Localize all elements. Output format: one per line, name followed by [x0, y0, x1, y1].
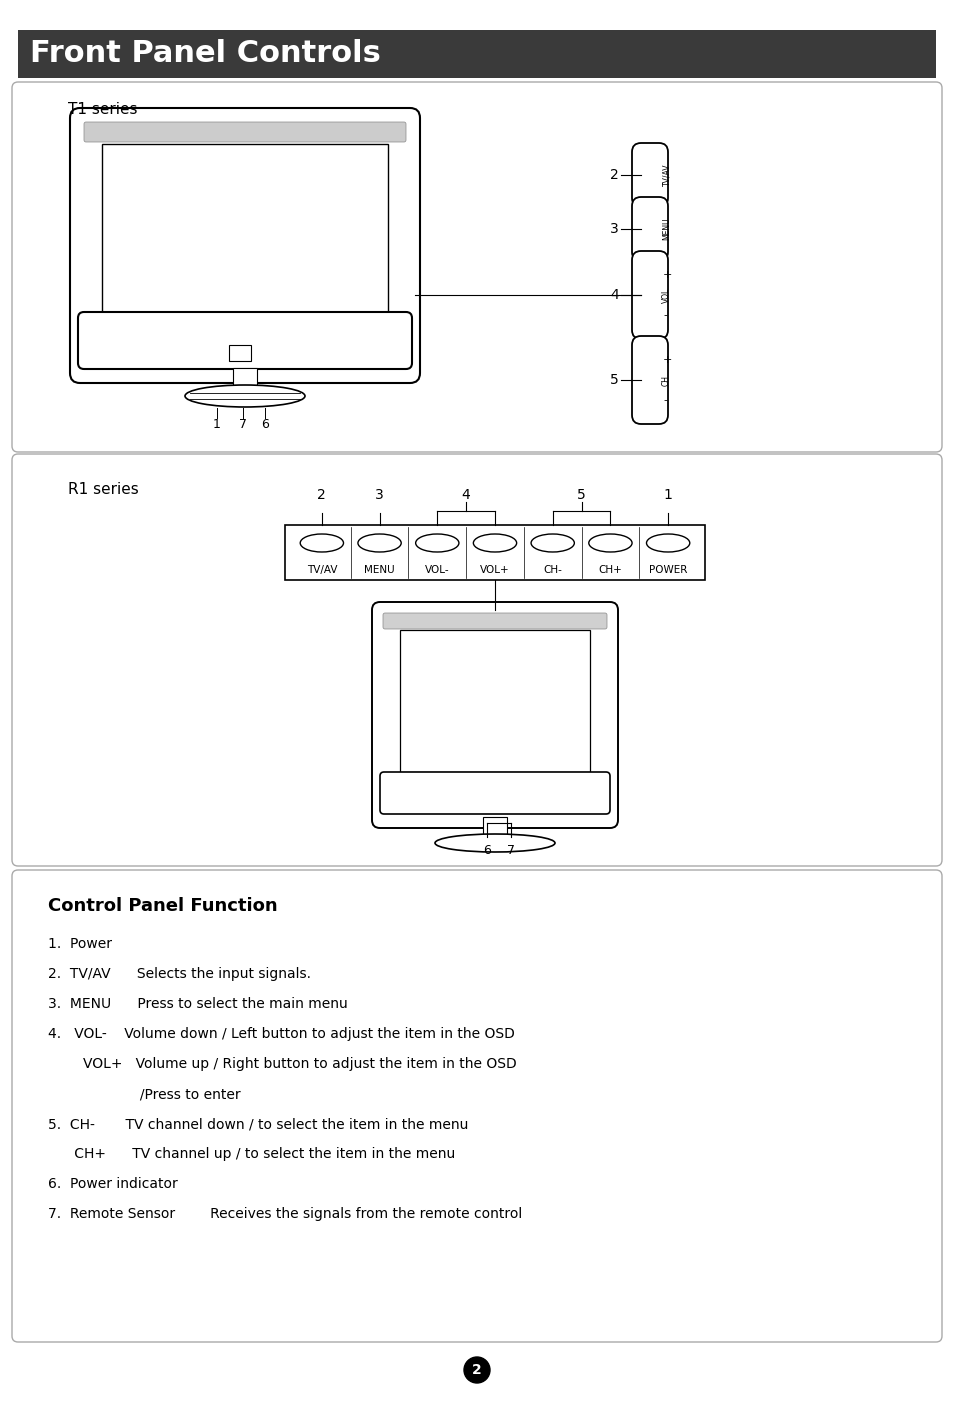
Text: 5.  CH-       TV channel down / to select the item in the menu: 5. CH- TV channel down / to select the i…: [48, 1117, 468, 1131]
FancyBboxPatch shape: [12, 870, 941, 1342]
Text: 6: 6: [482, 845, 491, 857]
Text: T1 series: T1 series: [68, 102, 137, 118]
Text: CH+      TV channel up / to select the item in the menu: CH+ TV channel up / to select the item i…: [48, 1147, 455, 1161]
Text: 7: 7: [506, 845, 515, 857]
Text: 2: 2: [472, 1363, 481, 1377]
FancyBboxPatch shape: [285, 525, 704, 580]
Text: CH+: CH+: [598, 565, 621, 574]
Text: VOL-: VOL-: [424, 565, 449, 574]
Text: 2.  TV/AV      Selects the input signals.: 2. TV/AV Selects the input signals.: [48, 967, 311, 981]
Text: -: -: [662, 395, 666, 405]
Text: 5: 5: [610, 373, 618, 387]
Text: 2: 2: [317, 488, 326, 502]
Ellipse shape: [357, 534, 401, 552]
Ellipse shape: [473, 534, 517, 552]
Text: +: +: [662, 354, 672, 366]
Circle shape: [463, 1358, 490, 1383]
Ellipse shape: [185, 385, 305, 408]
Text: 1: 1: [663, 488, 672, 502]
FancyBboxPatch shape: [382, 614, 606, 629]
Text: 2: 2: [610, 168, 618, 182]
Text: 6: 6: [261, 417, 269, 432]
FancyBboxPatch shape: [631, 251, 667, 339]
FancyBboxPatch shape: [12, 454, 941, 866]
Text: 7: 7: [239, 417, 247, 432]
Text: VOL: VOL: [661, 287, 670, 303]
Text: 5: 5: [577, 488, 585, 502]
Text: Front Panel Controls: Front Panel Controls: [30, 39, 380, 69]
Text: TV/AV: TV/AV: [661, 164, 670, 186]
Text: VOL+   Volume up / Right button to adjust the item in the OSD: VOL+ Volume up / Right button to adjust …: [48, 1056, 517, 1070]
Text: TV/AV: TV/AV: [306, 565, 336, 574]
Text: 3.  MENU      Press to select the main menu: 3. MENU Press to select the main menu: [48, 998, 348, 1012]
Text: CH-: CH-: [542, 565, 561, 574]
Text: 1: 1: [213, 417, 221, 432]
Ellipse shape: [435, 834, 555, 852]
FancyBboxPatch shape: [631, 198, 667, 261]
Text: -: -: [662, 310, 666, 319]
Text: POWER: POWER: [648, 565, 686, 574]
Ellipse shape: [416, 534, 458, 552]
Text: 7.  Remote Sensor        Receives the signals from the remote control: 7. Remote Sensor Receives the signals fr…: [48, 1208, 521, 1222]
FancyBboxPatch shape: [70, 108, 419, 382]
Text: VOL+: VOL+: [479, 565, 509, 574]
FancyBboxPatch shape: [399, 630, 589, 772]
FancyBboxPatch shape: [372, 602, 618, 828]
FancyBboxPatch shape: [229, 345, 251, 361]
Text: 3: 3: [375, 488, 383, 502]
Text: 3: 3: [610, 221, 618, 235]
Text: 1.  Power: 1. Power: [48, 937, 112, 951]
Text: CH: CH: [661, 374, 670, 385]
Text: Control Panel Function: Control Panel Function: [48, 897, 277, 915]
Text: 4: 4: [610, 289, 618, 303]
FancyBboxPatch shape: [631, 336, 667, 425]
Ellipse shape: [300, 534, 343, 552]
Ellipse shape: [531, 534, 574, 552]
Text: R1 series: R1 series: [68, 482, 138, 497]
FancyBboxPatch shape: [12, 83, 941, 453]
FancyBboxPatch shape: [233, 368, 256, 388]
Text: 6.  Power indicator: 6. Power indicator: [48, 1177, 177, 1191]
FancyBboxPatch shape: [18, 29, 935, 78]
Ellipse shape: [588, 534, 632, 552]
FancyBboxPatch shape: [379, 772, 609, 814]
Text: 4: 4: [461, 488, 470, 502]
FancyBboxPatch shape: [482, 817, 506, 835]
FancyBboxPatch shape: [102, 144, 388, 314]
FancyBboxPatch shape: [78, 312, 412, 368]
Text: +: +: [662, 270, 672, 280]
Text: MENU: MENU: [364, 565, 395, 574]
FancyBboxPatch shape: [631, 143, 667, 207]
Text: MENU: MENU: [661, 217, 670, 241]
Text: /Press to enter: /Press to enter: [48, 1087, 240, 1101]
Ellipse shape: [646, 534, 689, 552]
Text: 4.   VOL-    Volume down / Left button to adjust the item in the OSD: 4. VOL- Volume down / Left button to adj…: [48, 1027, 515, 1041]
FancyBboxPatch shape: [84, 122, 406, 142]
